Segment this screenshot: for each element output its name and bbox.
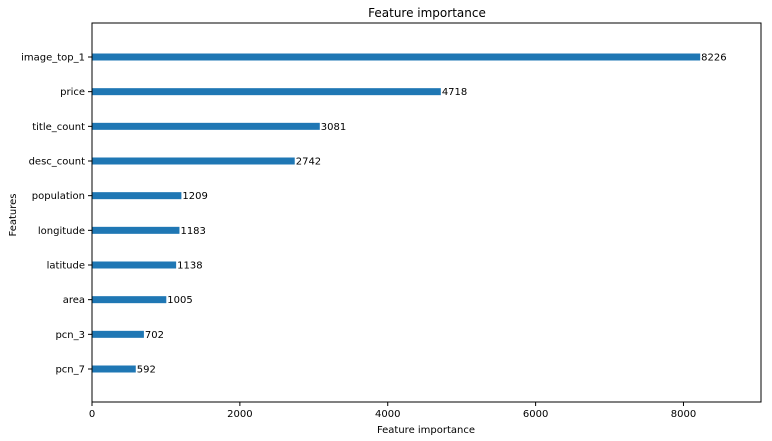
x-tick-label: 4000 [375,409,400,420]
data-label: 4718 [442,87,467,98]
data-label: 1209 [182,191,207,202]
y-tick-label: title_count [32,122,85,133]
plot-area: image_top_1 8226 price 4718 title_count 3081 d… [21,53,727,421]
bar [92,88,441,96]
x-axis-label: Feature importance [377,425,475,436]
bar [92,330,144,338]
y-tick-label: image_top_1 [21,53,85,64]
x-tick-label: 0 [89,409,95,420]
data-label: 592 [137,365,156,376]
x-tick-label: 8000 [671,409,696,420]
data-label: 8226 [701,53,726,64]
y-tick-label: pcn_7 [55,365,85,376]
bar [92,122,320,130]
y-tick-label: longitude [38,226,85,237]
chart-title: Feature importance [368,6,486,20]
y-tick-label: desc_count [29,157,86,168]
data-label: 702 [145,330,164,341]
bar [92,296,167,304]
x-tick-label: 2000 [227,409,252,420]
data-label: 3081 [321,122,346,133]
plot-frame [91,22,762,403]
bar [92,226,180,234]
y-tick-label: price [60,87,85,98]
data-label: 1183 [180,226,205,237]
y-tick-label: pcn_3 [55,330,85,341]
data-label: 2742 [296,157,321,168]
y-tick-label: area [63,295,85,306]
bar [92,365,136,373]
bar [92,53,701,61]
bar [92,192,182,200]
data-label: 1138 [177,261,202,272]
data-label: 1005 [167,295,192,306]
bar [92,261,177,269]
bar [92,157,295,165]
y-tick-label: latitude [47,261,85,272]
y-tick-label: population [32,191,85,202]
x-tick-label: 6000 [523,409,548,420]
y-axis-label: Features [8,194,19,237]
